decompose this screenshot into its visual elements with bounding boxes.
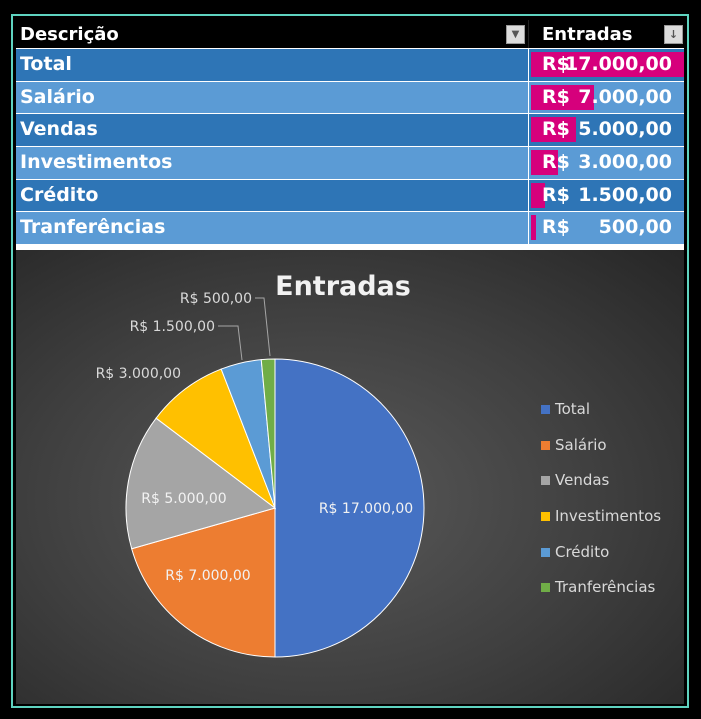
sort-descending-icon[interactable]: ↓	[664, 25, 683, 44]
row-description: Total	[20, 53, 72, 75]
legend-item[interactable]: Salário	[541, 436, 661, 472]
data-bar	[531, 215, 536, 241]
legend-item[interactable]: Total	[541, 400, 661, 436]
pie-slice[interactable]	[131, 507, 276, 658]
header-divider	[528, 20, 529, 48]
legend-item[interactable]: Vendas	[541, 471, 661, 507]
row-divider	[528, 179, 529, 212]
data-label: R$ 1.500,00	[130, 319, 215, 335]
legend-swatch	[541, 583, 550, 593]
pie-slice[interactable]	[274, 358, 425, 658]
chart-title: Entradas	[275, 271, 411, 302]
legend-item[interactable]: Investimentos	[541, 507, 661, 543]
row-amount: 1.500,00	[578, 183, 672, 206]
row-description: Salário	[20, 85, 95, 108]
legend-label: Vendas	[555, 471, 610, 490]
data-label: R$ 3.000,00	[96, 366, 181, 382]
table-row[interactable]: Tranferências R$ 500,00	[16, 211, 684, 245]
legend-swatch	[541, 440, 550, 450]
pie-chart-svg: Entradas R$ 17.000,00 R$ 7.000,00 R$ 5.000,…	[96, 271, 425, 658]
row-description: Investimentos	[20, 151, 173, 174]
row-currency: R$	[542, 151, 570, 174]
chart-legend: Total Salário Vendas Investimentos Crédito Tr…	[541, 400, 661, 614]
data-label: R$ 500,00	[180, 291, 252, 307]
income-table: Descrição ▼ Entradas ↓ Total R$ 17.000,00 S…	[16, 20, 684, 256]
dashboard-frame: Descrição ▼ Entradas ↓ Total R$ 17.000,00 S…	[11, 14, 689, 708]
leader-line	[218, 325, 243, 361]
leader-line	[255, 297, 271, 357]
row-description: Crédito	[20, 183, 99, 206]
row-divider	[528, 114, 529, 147]
table-row[interactable]: Salário R$ 7.000,00	[16, 80, 684, 114]
data-bar	[531, 52, 684, 77]
row-currency: R$	[542, 85, 570, 108]
data-bar	[531, 117, 576, 143]
table-row[interactable]: Total R$ 17.000,00	[16, 48, 684, 81]
header-entradas: Entradas	[542, 24, 633, 45]
pie-chart[interactable]: Entradas R$ 17.000,00 R$ 7.000,00 R$ 5.000,…	[16, 250, 684, 704]
data-label: R$ 5.000,00	[141, 491, 226, 507]
legend-label: Total	[555, 400, 591, 418]
legend-item[interactable]: Tranferências	[541, 578, 661, 614]
data-label: R$ 7.000,00	[165, 568, 250, 584]
data-bar	[531, 84, 594, 110]
legend-label: Crédito	[555, 542, 610, 561]
legend-swatch	[541, 512, 550, 522]
table-header: Descrição ▼ Entradas ↓	[16, 20, 684, 48]
row-divider	[528, 49, 529, 81]
row-currency: R$	[542, 183, 570, 206]
row-amount: 5.000,00	[578, 118, 672, 141]
legend-swatch	[541, 405, 550, 414]
row-divider	[528, 81, 529, 114]
legend-swatch	[541, 476, 550, 486]
filter-dropdown-icon[interactable]: ▼	[506, 25, 525, 44]
legend-item[interactable]: Crédito	[541, 543, 661, 579]
table-row[interactable]: Investimentos R$ 3.000,00	[16, 146, 684, 179]
row-description: Tranferências	[20, 216, 166, 239]
legend-swatch	[541, 547, 550, 557]
table-blank-row	[16, 244, 684, 256]
row-divider	[528, 147, 529, 179]
pie-slice[interactable]	[155, 368, 277, 510]
header-description: Descrição	[20, 24, 119, 45]
row-amount: 3.000,00	[578, 151, 672, 174]
legend-label: Salário	[555, 435, 607, 454]
row-amount: 7.000,00	[578, 85, 672, 108]
table-row[interactable]: Crédito R$ 1.500,00	[16, 178, 684, 212]
data-bar	[531, 182, 545, 208]
row-amount: 500,00	[598, 216, 672, 239]
row-currency: R$	[542, 53, 570, 75]
row-currency: R$	[542, 118, 570, 141]
pie-slice[interactable]	[260, 358, 276, 509]
row-currency: R$	[542, 216, 570, 239]
table-row[interactable]: Vendas R$ 5.000,00	[16, 113, 684, 147]
data-label: R$ 17.000,00	[319, 501, 413, 517]
data-bar	[531, 150, 558, 176]
row-amount: 17.000,00	[565, 53, 672, 75]
legend-label: Investimentos	[555, 507, 662, 526]
legend-label: Tranferências	[555, 578, 656, 597]
pie-slice[interactable]	[125, 417, 277, 550]
row-divider	[528, 212, 529, 245]
row-description: Vendas	[20, 118, 98, 141]
